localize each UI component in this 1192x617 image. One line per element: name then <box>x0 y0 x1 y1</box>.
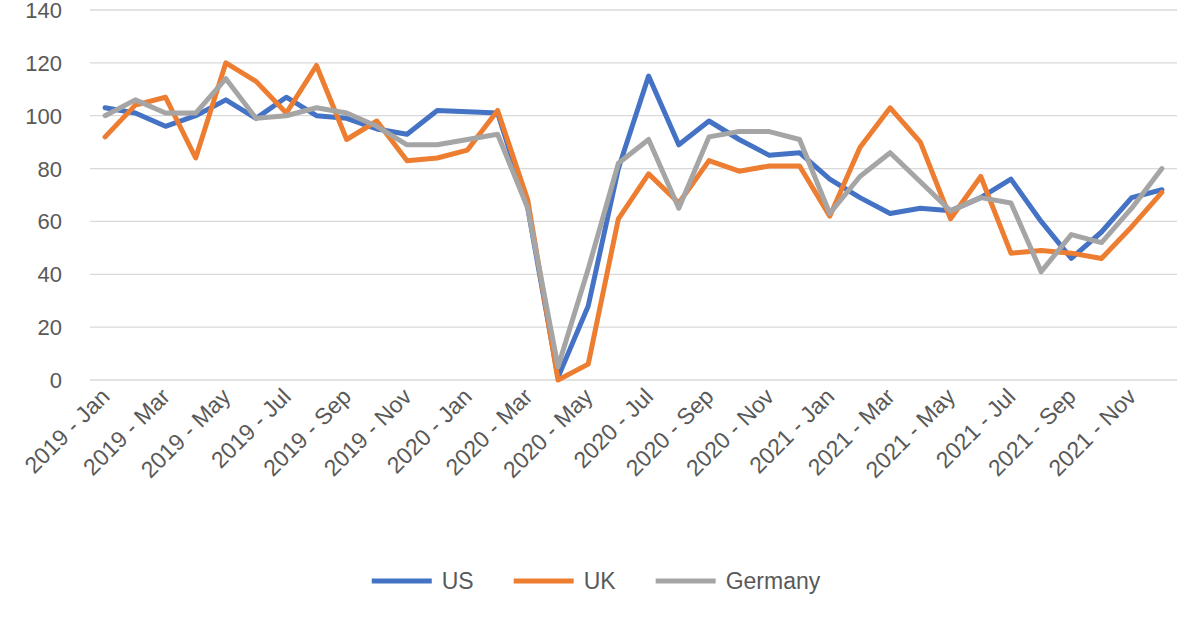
y-tick-label: 80 <box>38 157 62 182</box>
grid-line <box>90 379 1177 380</box>
y-tick-label: 60 <box>38 209 62 234</box>
series-line <box>105 63 1162 380</box>
legend-swatch <box>372 579 432 584</box>
legend-swatch <box>514 579 574 584</box>
grid-line <box>90 274 1177 275</box>
y-tick-label: 20 <box>38 315 62 340</box>
legend-swatch <box>656 579 716 584</box>
grid-line <box>90 221 1177 222</box>
y-tick-label: 120 <box>25 51 62 76</box>
series-line <box>105 79 1162 367</box>
series-line <box>105 76 1162 377</box>
lines <box>105 63 1162 380</box>
legend: US UK Germany <box>372 568 821 594</box>
grid-line <box>90 62 1177 63</box>
grid-line <box>90 168 1177 169</box>
grid-line <box>90 326 1177 327</box>
legend-label: UK <box>584 568 617 594</box>
y-tick-label: 140 <box>25 0 62 23</box>
y-tick-label: 0 <box>50 368 62 393</box>
grid-line <box>90 9 1177 10</box>
legend-label: US <box>442 568 474 594</box>
legend-label: Germany <box>726 568 821 594</box>
x-tick-label: 2021 - Nov <box>1043 383 1141 481</box>
chart: 0204060801001201402019 - Jan2019 - Mar20… <box>0 0 1192 617</box>
y-tick-label: 40 <box>38 262 62 287</box>
y-tick-label: 100 <box>25 104 62 129</box>
